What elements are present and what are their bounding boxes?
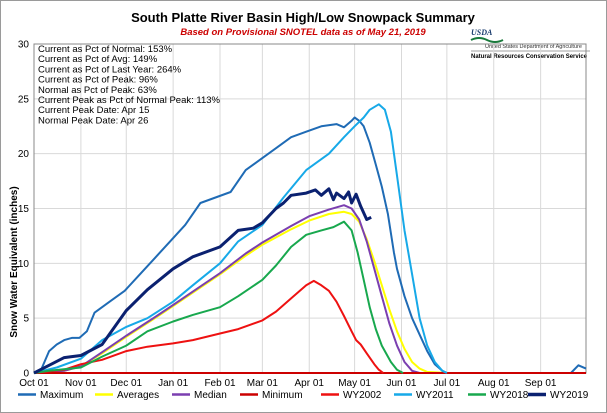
stat-line: Current Peak Date: Apr 15 — [38, 105, 149, 116]
x-tick-label: Oct 01 — [19, 378, 49, 389]
stat-line: Current as Pct of Avg: 149% — [38, 54, 158, 65]
legend-item-wy2018: WY2018 — [468, 390, 529, 401]
stat-line: Normal Peak Date: Apr 26 — [38, 115, 148, 126]
x-tick-label: Aug 01 — [478, 378, 510, 389]
legend-item-wy2011: WY2011 — [394, 390, 454, 401]
y-tick-label: 0 — [23, 369, 29, 380]
legend-item-wy2002: WY2002 — [321, 390, 382, 401]
x-tick-label: Mar 01 — [247, 378, 279, 389]
department-name: United States Department of Agriculture — [485, 44, 582, 50]
x-tick-label: Jan 01 — [158, 378, 188, 389]
legend-label: WY2002 — [343, 390, 382, 401]
agency-name: Natural Resources Conservation Service — [471, 54, 588, 60]
legend-item-maximum: Maximum — [18, 390, 83, 401]
stat-line: Normal as Pct of Peak: 63% — [38, 85, 157, 96]
legend-label: Minimum — [262, 390, 303, 401]
legend-item-minimum: Minimum — [240, 390, 303, 401]
x-tick-label: Jun 01 — [386, 378, 416, 389]
legend-item-median: Median — [172, 390, 227, 401]
series-lines — [33, 103, 587, 375]
y-tick-labels: 0 5 10 15 20 25 30 — [18, 40, 30, 380]
stats-box: Current as Pct of Normal: 153%Current as… — [38, 44, 221, 126]
x-tick-label: Jul 01 — [434, 378, 461, 389]
legend-label: Averages — [117, 390, 159, 401]
series-line-wy2019 — [33, 187, 372, 375]
y-tick-label: 30 — [18, 40, 30, 51]
usda-wordmark: USDA — [471, 28, 493, 37]
y-tick-label: 10 — [18, 259, 30, 270]
series-line-wy2002 — [33, 279, 384, 374]
stat-line: Current Peak as Pct of Normal Peak: 113% — [38, 95, 221, 106]
x-tick-label: Sep 01 — [525, 378, 557, 389]
legend: Maximum Averages Median Minimum WY2002 WY2011… — [18, 390, 589, 401]
x-tick-label: Apr 01 — [295, 378, 325, 389]
x-tick-labels: Oct 01 Nov 01 Dec 01 Jan 01 Feb 01 Mar 01 Apr … — [19, 378, 557, 389]
legend-item-wy2019: WY2019 — [528, 390, 589, 401]
y-tick-label: 20 — [18, 149, 30, 160]
series-line-wy2011 — [33, 103, 448, 374]
y-tick-label: 25 — [18, 94, 30, 105]
usda-mark-icon: USDA — [470, 28, 504, 43]
usda-logo: USDA United States Department of Agricul… — [470, 28, 590, 60]
stat-line: Current as Pct of Peak: 96% — [38, 75, 158, 86]
x-tick-label: Dec 01 — [110, 378, 142, 389]
legend-label: WY2019 — [550, 390, 589, 401]
chart-subtitle: Based on Provisional SNOTEL data as of M… — [180, 27, 426, 38]
y-axis-label: Snow Water Equivalent (inches) — [9, 186, 20, 337]
series-line-median — [33, 204, 447, 374]
y-tick-label: 5 — [23, 314, 29, 325]
x-tick-label: Nov 01 — [65, 378, 97, 389]
legend-label: Median — [194, 390, 227, 401]
stat-line: Current as Pct of Normal: 153% — [38, 44, 173, 55]
legend-label: Maximum — [40, 390, 83, 401]
series-line-wy2018 — [33, 220, 404, 374]
legend-label: WY2018 — [490, 390, 529, 401]
stat-line: Current as Pct of Last Year: 264% — [38, 64, 182, 75]
chart-title: South Platte River Basin High/Low Snowpa… — [131, 10, 476, 25]
series-line-maximum — [33, 116, 587, 374]
x-tick-label: May 01 — [338, 378, 371, 389]
legend-item-averages: Averages — [95, 390, 159, 401]
legend-label: WY2011 — [416, 390, 454, 401]
x-tick-label: Feb 01 — [204, 378, 236, 389]
y-tick-label: 15 — [18, 204, 30, 215]
